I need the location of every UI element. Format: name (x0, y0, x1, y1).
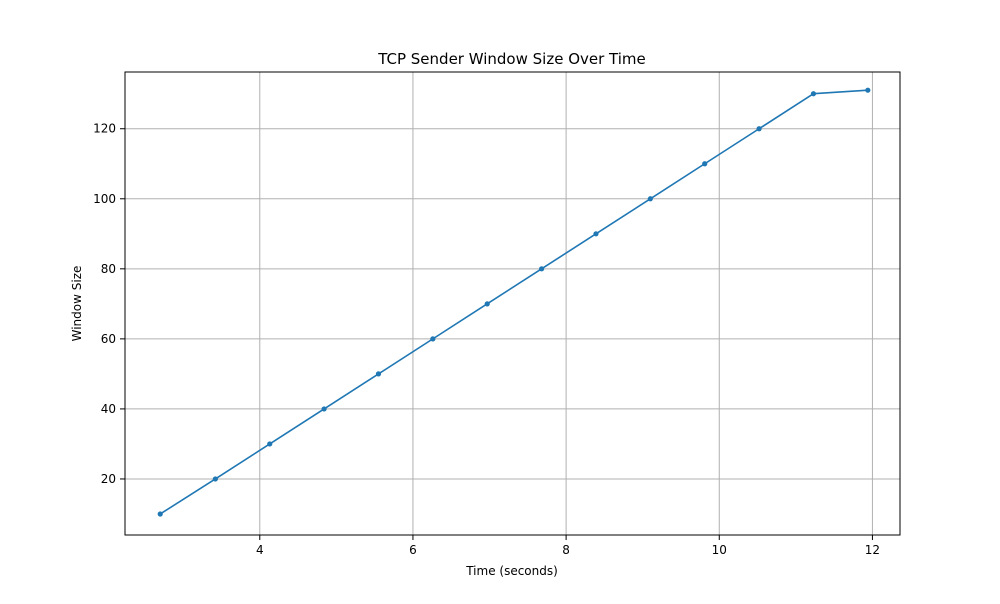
chart-title: TCP Sender Window Size Over Time (377, 50, 646, 68)
data-point (756, 126, 762, 132)
y-tick-label: 120 (93, 122, 116, 136)
data-point (430, 336, 436, 342)
data-point (321, 406, 327, 412)
x-axis-label: Time (seconds) (465, 564, 558, 578)
grid-lines (125, 72, 900, 535)
y-tick-label: 100 (93, 192, 116, 206)
x-tick-label: 6 (409, 543, 417, 557)
y-axis-ticks: 20 40 60 80 100 120 (93, 122, 125, 486)
data-point (212, 476, 218, 482)
y-tick-label: 20 (101, 472, 116, 486)
data-point (865, 87, 871, 93)
data-point (157, 511, 163, 517)
x-axis-ticks: 4 6 8 10 12 (256, 535, 880, 557)
data-point (810, 91, 817, 97)
x-tick-label: 10 (712, 543, 727, 557)
series-line-layer (159, 89, 868, 515)
series-line (159, 89, 868, 515)
y-tick-label: 60 (101, 332, 116, 346)
data-point (593, 231, 599, 237)
data-point (267, 441, 273, 447)
x-tick-label: 8 (562, 543, 570, 557)
data-point (539, 266, 545, 272)
data-point (702, 161, 708, 167)
data-points (157, 87, 871, 517)
x-tick-label: 4 (256, 543, 264, 557)
y-tick-label: 80 (101, 262, 116, 276)
data-point (484, 301, 490, 307)
data-point (375, 371, 382, 377)
y-axis-label: Window Size (70, 266, 84, 342)
data-point (647, 196, 653, 202)
plot-frame (124, 71, 901, 536)
x-tick-label: 12 (865, 543, 880, 557)
y-tick-label: 40 (101, 402, 116, 416)
